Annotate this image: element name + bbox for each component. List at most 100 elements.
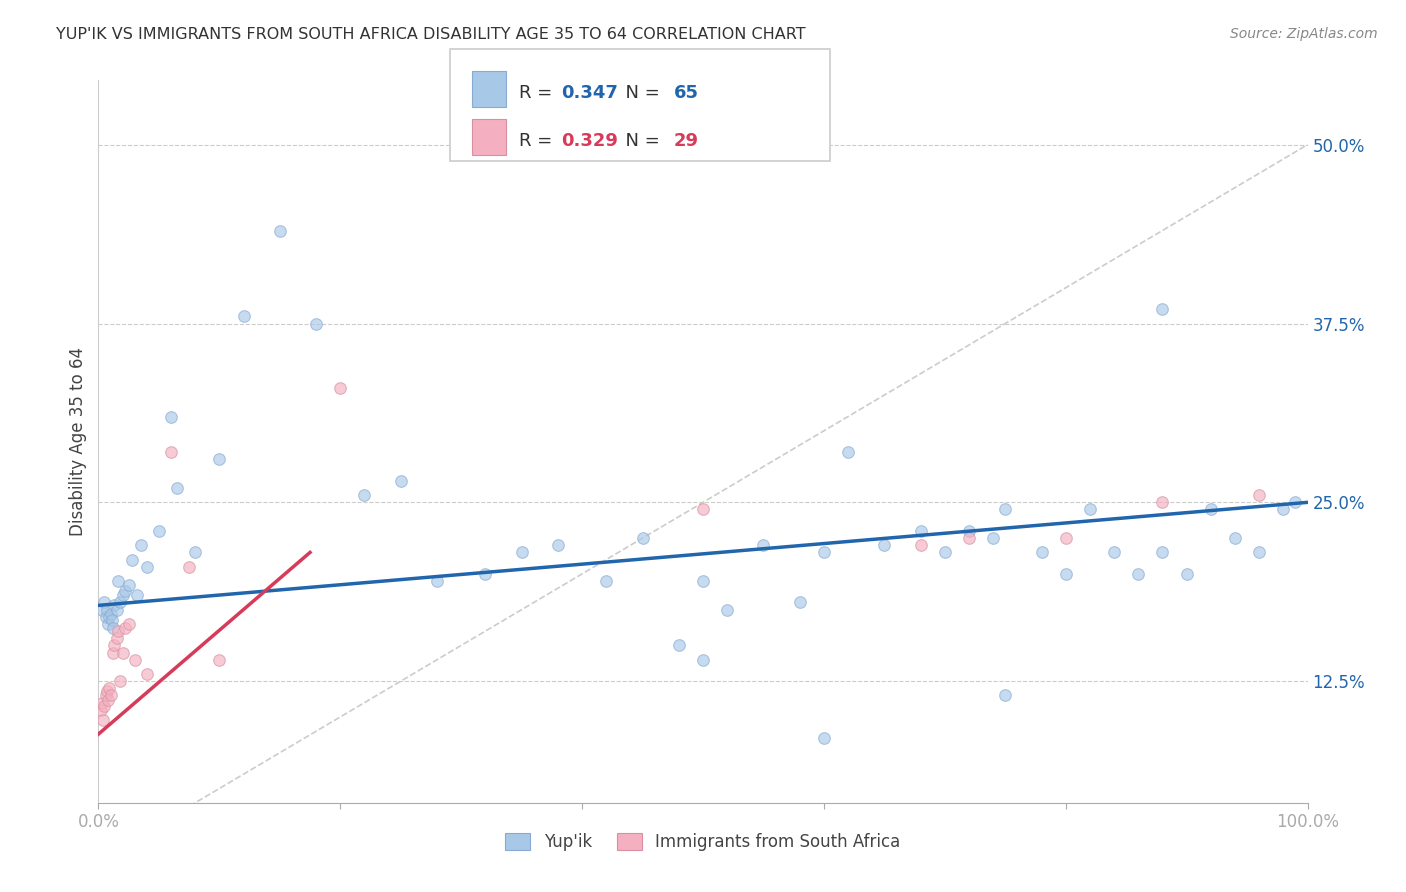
Point <box>1152 545 1174 559</box>
Point <box>94 689 117 703</box>
Point <box>90 703 112 717</box>
Point <box>1152 495 1174 509</box>
Text: 0.347: 0.347 <box>561 84 617 102</box>
Point <box>100 613 122 627</box>
Point <box>114 621 136 635</box>
Point <box>101 646 124 660</box>
Point <box>103 639 125 653</box>
Point <box>208 452 231 467</box>
Point <box>994 502 1017 516</box>
Point <box>108 595 131 609</box>
Point <box>127 588 149 602</box>
Point <box>94 609 117 624</box>
Point <box>97 617 120 632</box>
Point <box>631 531 654 545</box>
Text: N =: N = <box>614 132 666 150</box>
Point <box>873 538 896 552</box>
Point <box>547 538 569 552</box>
Point <box>121 552 143 566</box>
Point <box>184 545 207 559</box>
Point <box>114 584 136 599</box>
Point <box>1284 495 1306 509</box>
Point <box>1031 545 1053 559</box>
Point <box>813 731 835 746</box>
Point <box>111 646 134 660</box>
Point <box>103 599 125 613</box>
Text: Source: ZipAtlas.com: Source: ZipAtlas.com <box>1230 27 1378 41</box>
Point <box>994 689 1017 703</box>
Point <box>305 317 328 331</box>
Point <box>389 474 412 488</box>
Point <box>510 545 533 559</box>
Point <box>329 381 352 395</box>
Point <box>166 481 188 495</box>
Point <box>813 545 835 559</box>
Point <box>124 653 146 667</box>
Point <box>105 602 128 616</box>
Point <box>160 409 183 424</box>
Point <box>93 698 115 713</box>
Y-axis label: Disability Age 35 to 64: Disability Age 35 to 64 <box>69 347 87 536</box>
Point <box>96 602 118 616</box>
Point <box>981 531 1004 545</box>
Point <box>208 653 231 667</box>
Point <box>692 653 714 667</box>
Text: 65: 65 <box>673 84 699 102</box>
Point <box>91 696 114 710</box>
Point <box>668 639 690 653</box>
Point <box>93 595 115 609</box>
Point <box>692 574 714 588</box>
Point <box>1078 502 1101 516</box>
Point <box>789 595 811 609</box>
Point <box>1175 566 1198 581</box>
Point <box>100 689 122 703</box>
Point <box>129 538 152 552</box>
Point <box>595 574 617 588</box>
Text: 0.329: 0.329 <box>561 132 617 150</box>
Point <box>752 538 775 552</box>
Point <box>160 445 183 459</box>
Point <box>1102 545 1125 559</box>
Point <box>107 574 129 588</box>
Text: R =: R = <box>519 84 558 102</box>
Point <box>98 681 121 696</box>
Point <box>353 488 375 502</box>
Text: 29: 29 <box>673 132 699 150</box>
Point <box>716 602 738 616</box>
Point <box>957 524 980 538</box>
Point <box>91 602 114 616</box>
Point <box>1272 502 1295 516</box>
Point <box>1249 488 1271 502</box>
Point <box>135 667 157 681</box>
Point <box>100 607 122 621</box>
Point <box>426 574 449 588</box>
Point <box>1054 531 1077 545</box>
Text: N =: N = <box>614 84 666 102</box>
Point <box>1128 566 1150 581</box>
Point <box>474 566 496 581</box>
Point <box>108 674 131 689</box>
Point <box>957 531 980 545</box>
Legend: Yup'ik, Immigrants from South Africa: Yup'ik, Immigrants from South Africa <box>498 825 908 860</box>
Point <box>118 578 141 592</box>
Point <box>837 445 859 459</box>
Point <box>135 559 157 574</box>
Point <box>232 310 254 324</box>
Point <box>1054 566 1077 581</box>
Point <box>111 588 134 602</box>
Point <box>98 609 121 624</box>
Point <box>97 693 120 707</box>
Text: R =: R = <box>519 132 558 150</box>
Point <box>1223 531 1246 545</box>
Point <box>1152 302 1174 317</box>
Point <box>179 559 201 574</box>
Point <box>1199 502 1222 516</box>
Point <box>692 502 714 516</box>
Text: YUP'IK VS IMMIGRANTS FROM SOUTH AFRICA DISABILITY AGE 35 TO 64 CORRELATION CHART: YUP'IK VS IMMIGRANTS FROM SOUTH AFRICA D… <box>56 27 806 42</box>
Point <box>91 713 114 727</box>
Point <box>269 223 291 237</box>
Point <box>101 621 124 635</box>
Point <box>96 684 118 698</box>
Point <box>1249 545 1271 559</box>
Point <box>105 632 128 646</box>
